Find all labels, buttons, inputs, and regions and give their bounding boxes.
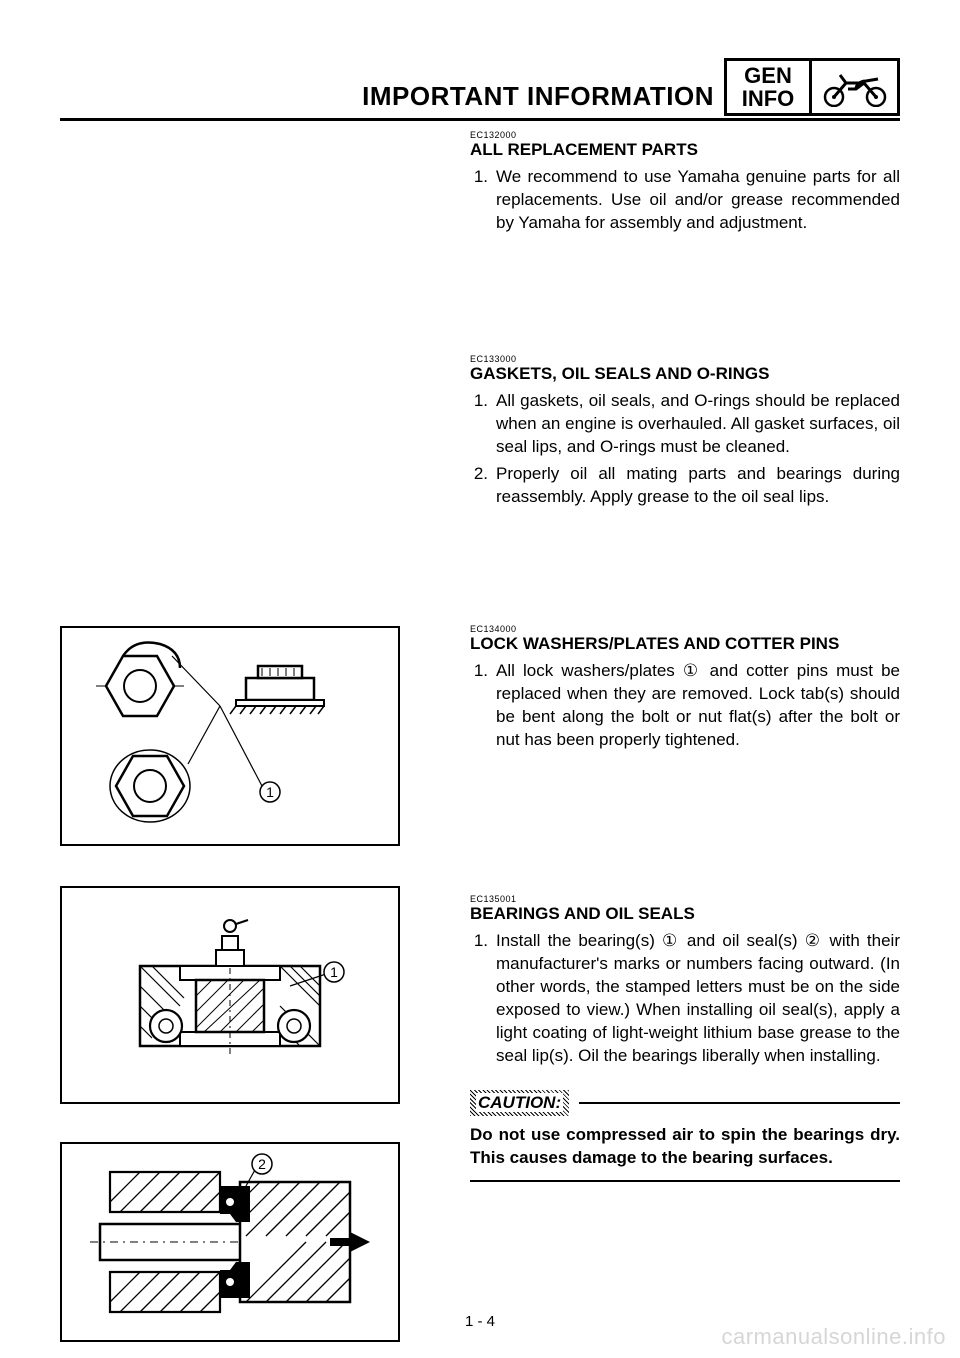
- list-num: 1.: [470, 166, 496, 235]
- list-item: 1. All lock washers/plates ① and cotter …: [470, 660, 900, 752]
- list-num: 2.: [470, 463, 496, 509]
- section-code: EC134000: [470, 624, 900, 634]
- list-item: 1. All gaskets, oil seals, and O-rings s…: [470, 390, 900, 459]
- list-text: Properly oil all mating parts and bearin…: [496, 463, 900, 509]
- section-replacement-parts: EC132000 ALL REPLACEMENT PARTS 1. We rec…: [470, 130, 900, 239]
- list-num: 1.: [470, 930, 496, 1068]
- content-area: 1: [60, 130, 900, 1298]
- list-text: We recommend to use Yamaha genuine parts…: [496, 166, 900, 235]
- figure-oil-seal: 2: [60, 1142, 400, 1342]
- section-title: LOCK WASHERS/PLATES AND COTTER PINS: [470, 634, 900, 654]
- gen-info-box: GEN INFO: [724, 58, 812, 116]
- section-title: BEARINGS AND OIL SEALS: [470, 904, 900, 924]
- list-item: 2. Properly oil all mating parts and bea…: [470, 463, 900, 509]
- section-code: EC135001: [470, 894, 900, 904]
- caution-rule: [579, 1102, 900, 1104]
- motorcycle-icon: [820, 67, 890, 107]
- list-num: 1.: [470, 660, 496, 752]
- svg-text:2: 2: [258, 1156, 266, 1172]
- caution-text: Do not use compressed air to spin the be…: [470, 1124, 900, 1170]
- section-gaskets: EC133000 GASKETS, OIL SEALS AND O-RINGS …: [470, 354, 900, 513]
- section-lock-washers: EC134000 LOCK WASHERS/PLATES AND COTTER …: [470, 624, 900, 756]
- section-title: GASKETS, OIL SEALS AND O-RINGS: [470, 364, 900, 384]
- list-text: All gaskets, oil seals, and O-rings shou…: [496, 390, 900, 459]
- list-num: 1.: [470, 390, 496, 459]
- svg-text:1: 1: [330, 964, 338, 980]
- caution-label: CAUTION:: [470, 1090, 569, 1116]
- section-bearings: EC135001 BEARINGS AND OIL SEALS 1. Insta…: [470, 894, 900, 1182]
- figure-bearing: 1: [60, 886, 400, 1104]
- list-item: 1. Install the bearing(s) ① and oil seal…: [470, 930, 900, 1068]
- gen-label: GEN: [744, 64, 792, 87]
- figure-lock-washers: 1: [60, 626, 400, 846]
- list-text: Install the bearing(s) ① and oil seal(s)…: [496, 930, 900, 1068]
- section-code: EC132000: [470, 130, 900, 140]
- caution-header: CAUTION:: [470, 1090, 900, 1116]
- list-item: 1. We recommend to use Yamaha genuine pa…: [470, 166, 900, 235]
- header-row: IMPORTANT INFORMATION GEN INFO: [0, 58, 900, 116]
- watermark: carmanualsonline.info: [721, 1324, 946, 1350]
- page: IMPORTANT INFORMATION GEN INFO: [0, 0, 960, 1358]
- section-title: ALL REPLACEMENT PARTS: [470, 140, 900, 160]
- svg-text:1: 1: [266, 784, 274, 800]
- section-code: EC133000: [470, 354, 900, 364]
- caution-end-rule: [470, 1180, 900, 1182]
- info-label: INFO: [742, 87, 795, 110]
- list-text: All lock washers/plates ① and cotter pin…: [496, 660, 900, 752]
- motorcycle-icon-box: [812, 58, 900, 116]
- header-rule: [60, 118, 900, 121]
- page-header-title: IMPORTANT INFORMATION: [362, 81, 714, 112]
